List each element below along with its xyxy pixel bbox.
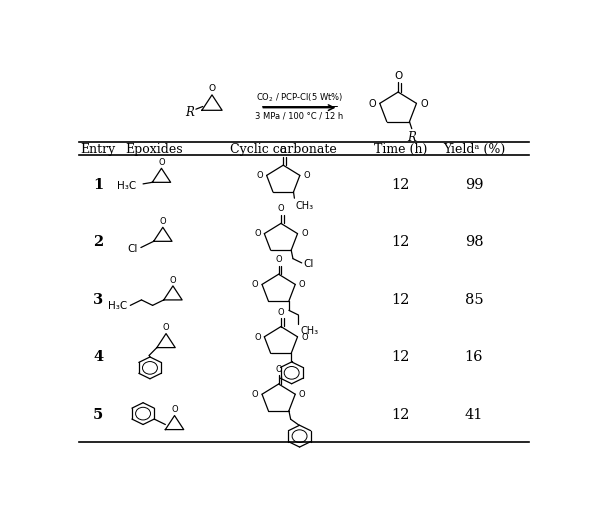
Text: Cl: Cl [304,259,314,268]
Text: O: O [251,389,259,398]
Text: 12: 12 [391,407,410,421]
Text: O: O [254,332,261,341]
Text: O: O [299,280,305,288]
Text: O: O [254,229,261,238]
Text: R: R [186,106,195,119]
Text: Yieldᵃ (%): Yieldᵃ (%) [443,142,505,156]
Text: CO$_2$ / PCP-Cl(5 Wt%): CO$_2$ / PCP-Cl(5 Wt%) [256,91,343,104]
Text: O: O [162,323,170,332]
Text: 41: 41 [465,407,483,421]
Text: O: O [394,71,402,81]
Text: O: O [280,146,286,155]
Text: 5: 5 [93,407,103,421]
Text: O: O [304,171,310,180]
Text: 1: 1 [93,178,103,191]
Text: O: O [278,307,284,316]
Text: O: O [275,365,282,373]
Text: O: O [160,217,166,226]
Text: 16: 16 [465,349,483,364]
Text: CH₃: CH₃ [295,200,314,211]
Text: 98: 98 [465,235,483,249]
Text: O: O [158,158,165,167]
Text: Entry: Entry [81,142,116,156]
Text: 85: 85 [465,292,483,306]
Text: O: O [256,171,263,180]
Text: O: O [171,405,178,414]
Text: O: O [368,98,375,109]
Text: H₃C: H₃C [117,181,136,191]
Text: 12: 12 [391,235,410,249]
Text: H₃C: H₃C [109,300,127,310]
Text: 99: 99 [465,178,483,191]
Text: 12: 12 [391,292,410,306]
Text: 3: 3 [93,292,103,306]
Text: R: R [407,131,416,144]
Text: O: O [299,389,305,398]
Text: O: O [278,204,284,213]
Text: 3 MPa / 100 °C / 12 h: 3 MPa / 100 °C / 12 h [255,111,343,120]
Text: Cyclic carbonate: Cyclic carbonate [230,142,337,156]
Text: 4: 4 [93,349,103,364]
Text: O: O [208,84,216,93]
Text: O: O [251,280,259,288]
Text: O: O [301,229,308,238]
Text: Epoxides: Epoxides [126,142,183,156]
Text: O: O [170,275,176,284]
Text: 12: 12 [391,178,410,191]
Text: Cl: Cl [127,243,138,253]
Text: O: O [275,255,282,264]
Text: Time (h): Time (h) [374,142,427,156]
Text: 12: 12 [391,349,410,364]
Text: O: O [301,332,308,341]
Text: CH₃: CH₃ [300,326,318,335]
Text: O: O [420,98,428,109]
Text: 2: 2 [93,235,103,249]
